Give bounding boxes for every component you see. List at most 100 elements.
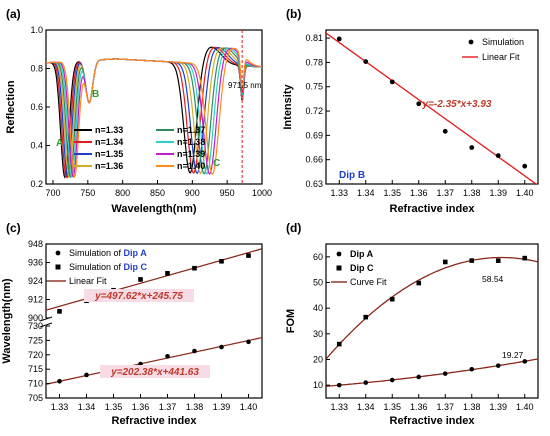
- legend-dip-a-name: Dip A: [124, 248, 148, 258]
- legend-series-label: n=1.33: [95, 125, 123, 135]
- panel-b-y-tick-label: 0.69: [305, 130, 323, 140]
- panel-d-x-tick-label: 1.34: [357, 402, 375, 412]
- dip-c-point: [138, 277, 143, 282]
- panel-b-y-tick-label: 0.72: [305, 106, 323, 116]
- panel-b-y-tick-label: 0.78: [305, 57, 323, 67]
- panel-c-label: (c): [6, 221, 21, 235]
- panel-c-lower-fit-equation: y=202.38*x+441.63: [110, 367, 199, 378]
- panel-a-y-ticks: 0.2 0.4 0.6 0.8 1.0: [30, 25, 50, 189]
- legend-dip-c-prefix: Simulation of: [69, 262, 124, 272]
- dip-c-point: [442, 259, 448, 265]
- panel-a-x-tick-label: 850: [150, 188, 165, 198]
- panel-a-y-axis-label: Reflection: [5, 80, 17, 133]
- panel-c-x-tick-label: 1.38: [186, 402, 204, 412]
- panel-d-y-tick-label: 30: [313, 329, 323, 339]
- panel-a-x-tick-label: 750: [80, 188, 95, 198]
- dip-c-point: [522, 255, 528, 261]
- panel-d-y-tick-label: 40: [313, 303, 323, 313]
- simulation-point: [363, 59, 369, 65]
- legend-dip-a-label: Dip A: [350, 249, 374, 259]
- panel-a-x-tick-label: 700: [45, 188, 60, 198]
- wavelength-971-annotation: 971.5 nm: [228, 81, 262, 90]
- panel-b-fit-equation: y=-2.35*x+3.93: [422, 99, 492, 110]
- equation-lower-highlight: [100, 365, 210, 378]
- panel-a-y-tick-label: 1.0: [30, 25, 43, 35]
- panel-d-x-tick-label: 1.36: [410, 402, 428, 412]
- panel-b: (b) 1.33 1.34 1.35 1.36 1.37 1.38 1.39 1.40 0.6…: [282, 7, 539, 215]
- panel-d-legend: Dip A Dip C Curve Fit: [331, 249, 387, 287]
- panel-c-lower-y-tick-label: 725: [28, 335, 43, 345]
- panel-b-x-tick-label: 1.33: [330, 188, 348, 198]
- panel-d-x-ticks: 1.33 1.34 1.35 1.36 1.37 1.38 1.39 1.40: [330, 394, 534, 412]
- panel-d-frame: [325, 243, 539, 399]
- simulation-point: [469, 145, 475, 150]
- dip-c-point: [57, 309, 62, 314]
- panel-d-x-tick-label: 1.37: [436, 402, 454, 412]
- dip-a-point: [442, 371, 448, 376]
- panel-d-x-tick-label: 1.40: [516, 402, 534, 412]
- legend-dip-a-prefix: Simulation of: [69, 248, 124, 258]
- panel-a-x-tick-label: 900: [185, 188, 200, 198]
- simulation-point: [495, 153, 501, 159]
- axis-break-gap: [40, 318, 52, 326]
- panel-b-x-tick-label: 1.39: [489, 188, 507, 198]
- dip-a-point: [336, 382, 342, 388]
- dip-a-point: [416, 374, 422, 380]
- panel-b-x-tick-label: 1.35: [383, 188, 401, 198]
- dip-a-point: [219, 344, 224, 350]
- panel-b-y-tick-label: 0.75: [305, 82, 323, 92]
- panel-b-y-tick-label: 0.63: [305, 179, 323, 189]
- fom-value-19-27: 19.27: [502, 350, 524, 360]
- dip-a-curve-fit: [326, 358, 538, 387]
- legend-series-label: n=1.39: [177, 149, 205, 159]
- reflection-curve-7: [46, 47, 262, 179]
- panel-c-y-ticks: 900 912 924 936 948 705 710 715 720 725 730: [28, 239, 50, 403]
- panel-c-x-tick-label: 1.34: [78, 402, 96, 412]
- panel-c-upper-y-tick-label: 912: [28, 295, 43, 305]
- panel-b-x-tick-label: 1.40: [516, 188, 534, 198]
- legend-dip-c-label: Dip C: [350, 263, 374, 273]
- legend-simulation-label: Simulation: [482, 37, 524, 47]
- panel-c-x-tick-label: 1.33: [51, 402, 69, 412]
- reflection-curve-8: [46, 47, 262, 179]
- panel-c-lower-y-tick-label: 710: [28, 379, 43, 389]
- panel-c-upper-y-tick-label: 900: [28, 313, 43, 323]
- panel-d-y-tick-label: 10: [313, 380, 323, 390]
- panel-c-lower-y-tick-label: 720: [28, 350, 43, 360]
- simulation-point: [522, 163, 528, 169]
- dip-a-point: [57, 378, 62, 384]
- dip-c-point: [336, 341, 342, 347]
- dip-a-point: [363, 380, 369, 385]
- panel-d-label: (d): [286, 221, 301, 235]
- dip-a-point: [165, 353, 170, 359]
- panel-a-x-tick-label: 1000: [252, 188, 272, 198]
- legend-linear-fit-label: Linear Fit: [69, 276, 107, 286]
- panel-b-y-tick-label: 0.81: [305, 33, 323, 43]
- panel-b-x-tick-label: 1.34: [357, 188, 375, 198]
- equation-upper-highlight: [84, 289, 194, 302]
- panel-d-y-tick-label: 20: [313, 355, 323, 365]
- panel-c-upper-y-tick-label: 924: [28, 276, 43, 286]
- dip-c-linear-fit: [46, 248, 262, 311]
- panel-c-x-tick-label: 1.36: [132, 402, 150, 412]
- panel-a-y-tick-label: 0.8: [30, 64, 43, 74]
- dip-a-point: [192, 348, 197, 354]
- dip-a-annotation: A: [56, 138, 63, 149]
- legend-dip-c-name: Dip C: [124, 262, 148, 272]
- dip-c-point: [416, 280, 422, 286]
- dip-b-annotation: B: [92, 89, 99, 100]
- panel-c-lower-plot-area: [46, 336, 262, 385]
- dip-c-annotation: C: [213, 158, 220, 169]
- panel-b-y-ticks: 0.63 0.66 0.69 0.72 0.75 0.78 0.81: [305, 33, 330, 189]
- panel-b-legend: Simulation Linear Fit: [462, 37, 524, 62]
- panel-b-x-tick-label: 1.36: [410, 188, 428, 198]
- panel-a-legend: n=1.33 n=1.34 n=1.35 n=1.36 n=1.37 n=1.38 n=1.…: [74, 125, 205, 171]
- panel-b-plot-area: [326, 32, 538, 184]
- panel-d-y-ticks: 10 20 30 40 50 60: [313, 252, 330, 390]
- dip-c-point: [495, 258, 501, 263]
- dip-c-curve-fit: [326, 256, 538, 360]
- panel-a-y-tick-label: 0.6: [30, 102, 43, 112]
- panel-a-y-tick-label: 0.4: [30, 141, 43, 151]
- panel-a-label: (a): [6, 7, 21, 21]
